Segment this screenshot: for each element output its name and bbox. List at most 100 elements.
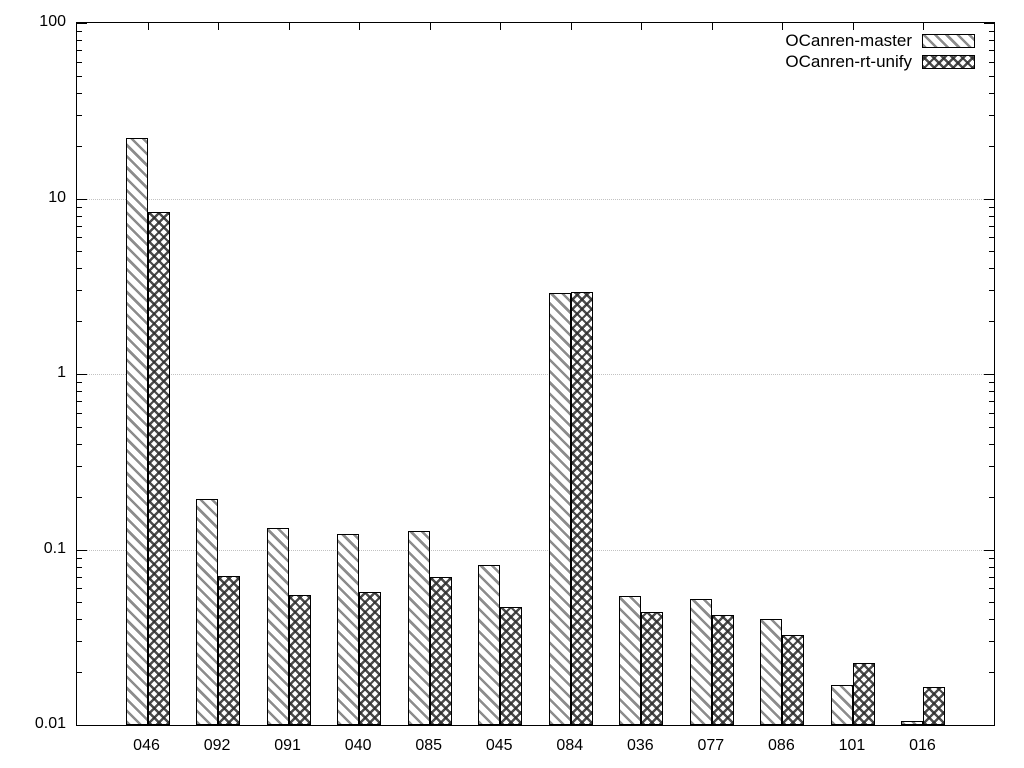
y-axis-tick: [989, 92, 994, 94]
y-axis-tick: [77, 206, 82, 208]
y-axis-tick: [77, 549, 87, 551]
y-axis-tick: [989, 268, 994, 270]
y-axis-tick: [989, 50, 994, 52]
y-axis-label: 0.1: [43, 539, 66, 557]
y-axis-tick: [989, 382, 994, 384]
y-axis-tick: [984, 23, 994, 24]
y-axis-tick: [77, 198, 87, 200]
y-axis-tick: [77, 602, 82, 604]
legend-label-ocanren-rt-unify: OCanren-rt-unify: [785, 52, 912, 71]
x-axis-tick: [429, 23, 431, 30]
bar-ocanren-master-036: [619, 596, 642, 725]
x-axis-tick: [147, 718, 149, 725]
x-axis-label: 092: [203, 737, 231, 754]
x-axis-label: 077: [697, 737, 725, 754]
y-axis-tick: [77, 496, 82, 498]
bar-ocanren-rt-unify-092: [218, 575, 241, 725]
bar-ocanren-master-086: [760, 619, 783, 725]
y-axis-tick: [989, 619, 994, 621]
y-axis-tick: [989, 206, 994, 208]
bar-ocanren-master-040: [337, 534, 360, 725]
y-axis-tick: [77, 443, 82, 445]
y-axis-tick: [77, 61, 82, 63]
x-axis-label: 036: [626, 737, 654, 754]
y-axis-tick: [77, 237, 82, 239]
y-axis-tick: [989, 61, 994, 63]
y-axis-tick: [989, 290, 994, 292]
y-axis-tick: [77, 619, 82, 621]
bar-ocanren-rt-unify-036: [641, 612, 664, 725]
legend-swatch-diagonal-hatch-icon: [922, 33, 975, 48]
y-axis-tick: [77, 382, 82, 384]
x-axis-tick: [923, 23, 925, 30]
y-axis-tick: [989, 443, 994, 445]
y-axis-tick: [77, 50, 82, 52]
y-axis-tick: [989, 566, 994, 568]
gridline: [77, 374, 994, 375]
x-axis-tick: [359, 718, 361, 725]
y-axis-label: 10: [48, 188, 66, 206]
legend-swatch-cross-hatch-icon: [922, 54, 975, 69]
y-axis-tick: [77, 40, 82, 41]
x-axis-label: 016: [909, 737, 936, 754]
x-axis-label: 085: [415, 737, 443, 754]
y-axis-tick: [77, 465, 82, 467]
y-axis-tick: [77, 251, 82, 253]
bar-ocanren-rt-unify-086: [782, 635, 805, 725]
x-axis-tick: [923, 718, 925, 725]
gridline: [77, 549, 994, 551]
y-axis-tick: [989, 602, 994, 604]
bar-ocanren-rt-unify-084: [570, 291, 593, 725]
y-axis-tick: [989, 237, 994, 239]
x-axis-label: 091: [274, 737, 301, 754]
x-axis-tick: [782, 718, 784, 725]
bar-ocanren-master-084: [548, 292, 571, 725]
y-axis-tick: [989, 426, 994, 428]
x-axis-tick: [288, 718, 290, 725]
y-axis-tick: [989, 215, 994, 217]
y-axis-tick: [77, 725, 87, 726]
y-axis-tick: [77, 92, 82, 94]
y-axis-tick: [989, 641, 994, 643]
bar-ocanren-rt-unify-016: [923, 686, 946, 725]
y-axis-tick: [77, 75, 82, 77]
y-axis-tick: [989, 401, 994, 403]
y-axis-tick: [77, 374, 87, 375]
y-axis-tick: [77, 290, 82, 292]
y-axis-tick: [77, 412, 82, 414]
bar-ocanren-rt-unify-046: [147, 211, 170, 725]
legend-item-ocanren-master: OCanren-master: [785, 30, 975, 51]
bar-ocanren-master-016: [901, 721, 924, 725]
bar-ocanren-master-092: [196, 498, 219, 725]
y-axis-tick: [989, 391, 994, 392]
y-axis-tick: [77, 321, 82, 323]
y-axis-tick: [984, 549, 994, 551]
x-axis-tick: [711, 23, 713, 30]
bar-ocanren-rt-unify-085: [429, 576, 452, 725]
legend: OCanren-master OCanren-rt-unify: [785, 30, 975, 72]
x-axis-tick: [852, 23, 854, 30]
x-axis-tick: [570, 23, 572, 30]
legend-item-ocanren-rt-unify: OCanren-rt-unify: [785, 51, 975, 72]
x-axis-tick: [782, 23, 784, 30]
bar-ocanren-master-077: [689, 599, 712, 725]
x-axis-label: 086: [768, 737, 795, 754]
y-axis-tick: [989, 465, 994, 467]
y-axis-tick: [77, 566, 82, 568]
y-axis-tick: [77, 114, 82, 116]
bar-ocanren-master-085: [407, 531, 430, 725]
bar-ocanren-rt-unify-091: [288, 595, 311, 725]
y-axis-tick: [984, 725, 994, 726]
x-axis-tick: [218, 718, 220, 725]
y-axis-tick: [989, 31, 994, 33]
gridline: [77, 198, 994, 200]
bar-ocanren-rt-unify-040: [359, 592, 382, 725]
x-axis-label: 084: [556, 737, 584, 754]
bar-ocanren-master-045: [478, 564, 501, 725]
y-axis-label: 0.01: [34, 715, 66, 732]
x-axis-tick: [641, 718, 643, 725]
x-axis-tick: [500, 23, 502, 30]
bar-ocanren-master-091: [266, 527, 289, 725]
y-axis-tick: [989, 557, 994, 559]
